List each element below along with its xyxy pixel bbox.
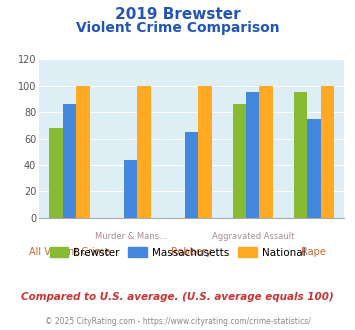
Text: Violent Crime Comparison: Violent Crime Comparison — [76, 21, 279, 35]
Bar — [294, 92, 307, 218]
Text: Robbery: Robbery — [171, 247, 212, 257]
Bar — [307, 119, 321, 218]
Bar — [260, 86, 273, 218]
Bar — [185, 132, 198, 218]
Text: All Violent Crime: All Violent Crime — [29, 247, 110, 257]
Bar — [124, 160, 137, 218]
Text: Aggravated Assault: Aggravated Assault — [212, 232, 294, 241]
Bar — [246, 92, 260, 218]
Text: Rape: Rape — [301, 247, 326, 257]
Text: 2019 Brewster: 2019 Brewster — [115, 7, 240, 22]
Bar — [63, 104, 76, 218]
Bar — [198, 86, 212, 218]
Text: Compared to U.S. average. (U.S. average equals 100): Compared to U.S. average. (U.S. average … — [21, 292, 334, 302]
Text: Murder & Mans...: Murder & Mans... — [95, 232, 166, 241]
Bar — [321, 86, 334, 218]
Bar — [76, 86, 90, 218]
Legend: Brewster, Massachusetts, National: Brewster, Massachusetts, National — [45, 243, 310, 262]
Text: © 2025 CityRating.com - https://www.cityrating.com/crime-statistics/: © 2025 CityRating.com - https://www.city… — [45, 317, 310, 326]
Bar — [49, 128, 63, 218]
Bar — [137, 86, 151, 218]
Bar — [233, 104, 246, 218]
